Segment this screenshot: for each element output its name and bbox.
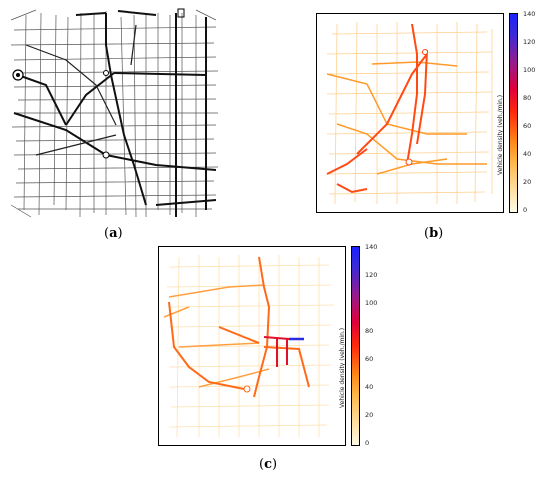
panel-c-frame (158, 246, 346, 446)
tick-label: 20 (365, 411, 374, 419)
tick-label: 0 (523, 206, 528, 214)
tick-label: 40 (523, 150, 532, 158)
density-map-b (326, 21, 493, 205)
tick-label: 60 (523, 122, 532, 130)
tick-label: 140 (365, 243, 378, 251)
colorbar-b-label: Vehicle density (veh./min.) (497, 94, 504, 175)
colorbar-c-label: Vehicle density (veh./min.) (339, 327, 346, 408)
panel-a (6, 5, 224, 223)
tick-label: 140 (523, 10, 536, 18)
colorbar-c (351, 246, 360, 446)
caption-c: (c) (259, 457, 278, 472)
tick-label: 40 (365, 383, 374, 391)
colorbar-b (509, 13, 518, 213)
tick-label: 20 (523, 178, 532, 186)
panel-b-frame (316, 13, 504, 213)
tick-label: 80 (365, 327, 374, 335)
road-network-map (10, 8, 219, 218)
tick-label: 80 (523, 94, 532, 102)
tick-label: 60 (365, 355, 374, 363)
tick-label: 120 (365, 271, 378, 279)
density-map-c (163, 255, 335, 438)
tick-label: 120 (523, 38, 536, 46)
tick-label: 100 (365, 299, 378, 307)
caption-a: (a) (104, 226, 123, 241)
tick-label: 0 (365, 439, 370, 447)
tick-label: 100 (523, 66, 536, 74)
caption-b: (b) (424, 226, 444, 241)
